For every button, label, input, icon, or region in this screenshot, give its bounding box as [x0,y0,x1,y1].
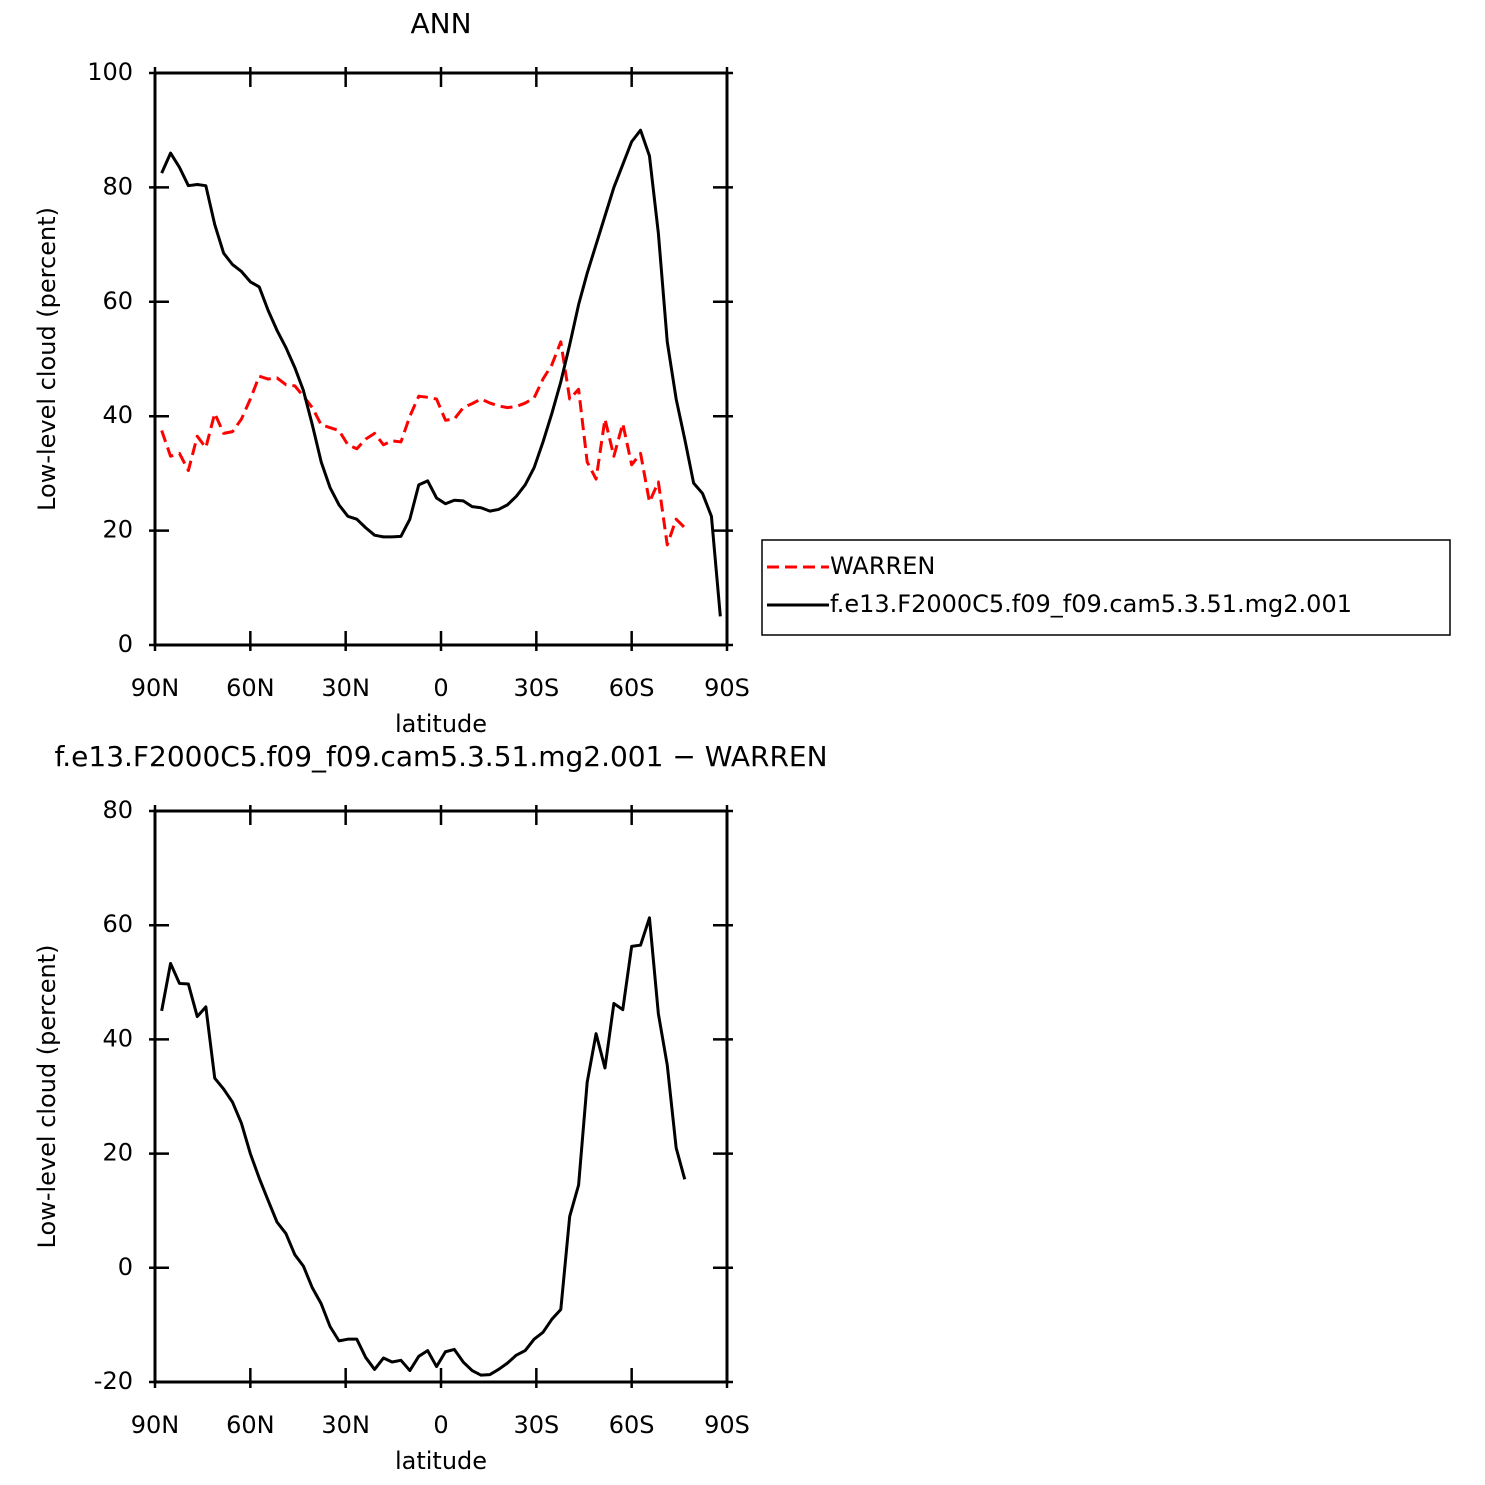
y-tick-label: 20 [102,1139,133,1167]
y-axis-label: Low-level cloud (percent) [33,945,61,1249]
y-tick-label: 80 [102,796,133,824]
data-line [160,128,722,617]
chart-title: f.e13.F2000C5.f09_f09.cam5.3.51.mg2.001 … [54,740,827,773]
x-tick-label: 0 [433,674,448,702]
y-axis-label: Low-level cloud (percent) [33,207,61,511]
x-tick-label: 30N [321,674,370,702]
y-tick-label: 40 [102,401,133,429]
x-axis-label: latitude [395,710,487,738]
y-tick-label: 20 [102,516,133,544]
y-tick-label: 40 [102,1024,133,1052]
x-tick-label: 60N [226,674,275,702]
y-tick-label: 100 [87,58,133,86]
legend-label: f.e13.F2000C5.f09_f09.cam5.3.51.mg2.001 [830,590,1352,618]
legend-label: WARREN [830,552,935,580]
x-tick-label: 30N [321,1411,370,1439]
x-tick-label: 60S [609,674,655,702]
x-tick-label: 90N [131,1411,180,1439]
y-tick-label: -20 [94,1367,133,1395]
y-tick-label: 60 [102,910,133,938]
plot-frame [153,809,729,1384]
x-tick-label: 90S [704,674,750,702]
data-line [160,916,687,1377]
x-tick-label: 60N [226,1411,275,1439]
x-tick-label: 0 [433,1411,448,1439]
y-tick-label: 80 [102,172,133,200]
plot-frame [153,71,729,647]
y-tick-label: 60 [102,287,133,315]
legend-box [761,539,1451,636]
x-tick-label: 30S [513,674,559,702]
y-tick-label: 0 [118,630,133,658]
x-tick-label: 90N [131,674,180,702]
y-tick-label: 0 [118,1253,133,1281]
legend: WARREN f.e13.F2000C5.f09_f09.cam5.3.51.mg… [761,539,1451,636]
x-axis-label: latitude [395,1447,487,1475]
x-tick-label: 60S [609,1411,655,1439]
x-tick-label: 30S [513,1411,559,1439]
data-line [160,340,686,547]
chart-title: ANN [410,7,471,40]
x-tick-label: 90S [704,1411,750,1439]
